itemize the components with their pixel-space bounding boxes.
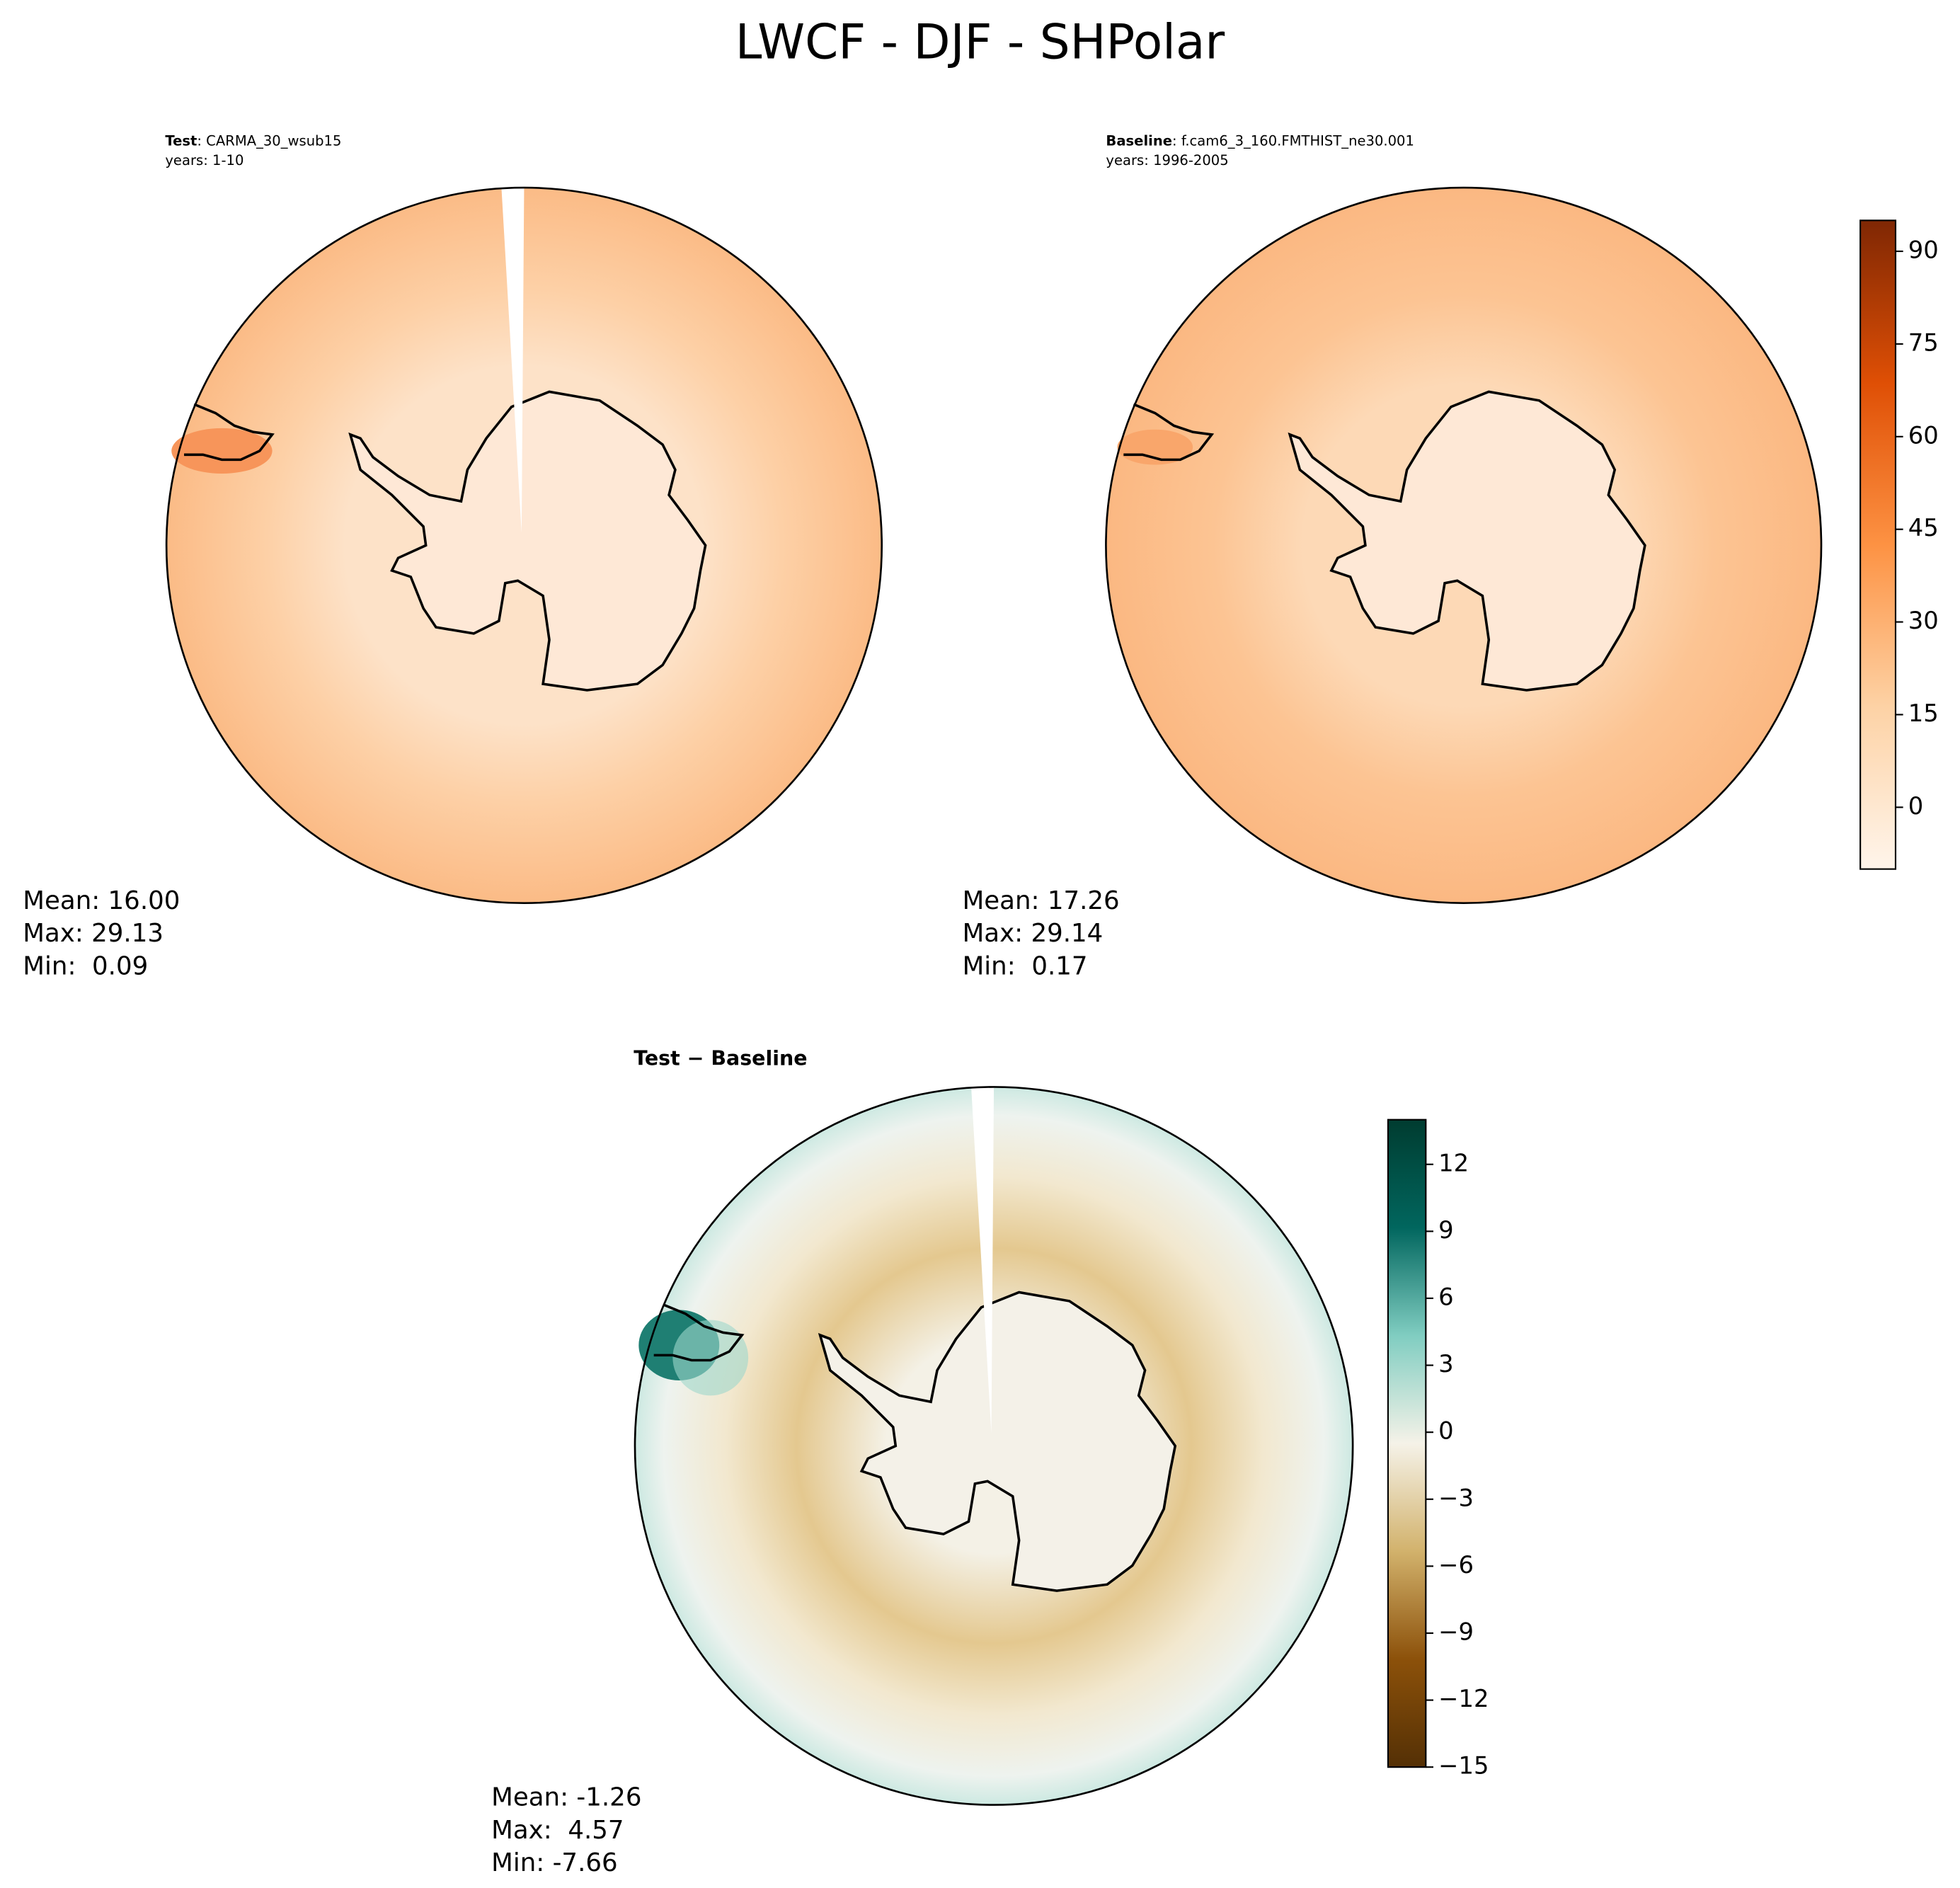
panel-title-bold: Test [634,1046,680,1070]
panel-title-case: : f.cam6_3_160.FMTHIST_ne30.001 [1172,132,1414,149]
map-baseline [1105,186,1823,905]
colorbar-tick-label: −6 [1438,1551,1474,1579]
missing-wedge [971,1087,995,1434]
stat-line: Mean: 17.26 [963,886,1120,915]
colorbar-tick-label: 0 [1438,1417,1454,1445]
colorbar-tick-label: 60 [1908,421,1939,449]
colorbar-tick-label: 75 [1908,328,1939,356]
colorbar-tick-label: −12 [1438,1685,1489,1712]
colorbar-tick-label: −9 [1438,1618,1474,1645]
stat-line: Max: 4.57 [491,1816,624,1845]
map-border [1105,186,1823,905]
colorbar-tick-label: 15 [1908,699,1939,727]
panel-title: Baseline: f.cam6_3_160.FMTHIST_ne30.001 [1106,132,1414,149]
colorbar-tick-label: 12 [1438,1149,1469,1177]
map-test [165,186,883,905]
colorbar-tick-label: 45 [1908,514,1939,542]
colorbar-tick-label: 9 [1438,1216,1454,1244]
stat-line: Min: 0.09 [23,951,148,980]
colorbar-tick-label: 6 [1438,1283,1454,1310]
colorbar-tick-label: 30 [1908,607,1939,634]
colorbar [1859,219,1897,870]
map-hotspot [171,428,273,474]
panel-title: Test − Baseline [634,1046,807,1070]
stat-line: Max: 29.13 [23,919,164,948]
missing-wedge [501,188,525,533]
map-difference [634,1086,1354,1806]
panel-title-case: : CARMA_30_wsub15 [197,132,341,149]
panel-title-bold: Baseline [1106,132,1172,149]
stat-line: Max: 29.14 [963,919,1104,948]
panel-years: years: 1996-2005 [1106,152,1228,168]
map-border [165,186,883,905]
stat-line: Min: 0.17 [963,951,1088,980]
colorbar-tick-label: 90 [1908,236,1939,263]
panel-title-bold: Test [165,132,197,149]
colorbar-tick-label: −3 [1438,1484,1474,1511]
panel-title-case: − Baseline [680,1046,808,1070]
colorbar-tick-label: 0 [1908,792,1924,820]
stat-line: Mean: 16.00 [23,886,180,915]
panel-years: years: 1-10 [165,152,243,168]
map-hotspot [672,1320,749,1396]
colorbar [1387,1119,1427,1768]
stat-line: Mean: -1.26 [491,1783,641,1812]
map-border [634,1086,1354,1806]
colorbar-tick-label: −15 [1438,1752,1489,1780]
stat-line: Min: -7.66 [491,1848,617,1877]
panel-title: Test: CARMA_30_wsub15 [165,132,341,149]
colorbar-tick-label: 3 [1438,1350,1454,1378]
figure-title: LWCF - DJF - SHPolar [735,14,1225,70]
